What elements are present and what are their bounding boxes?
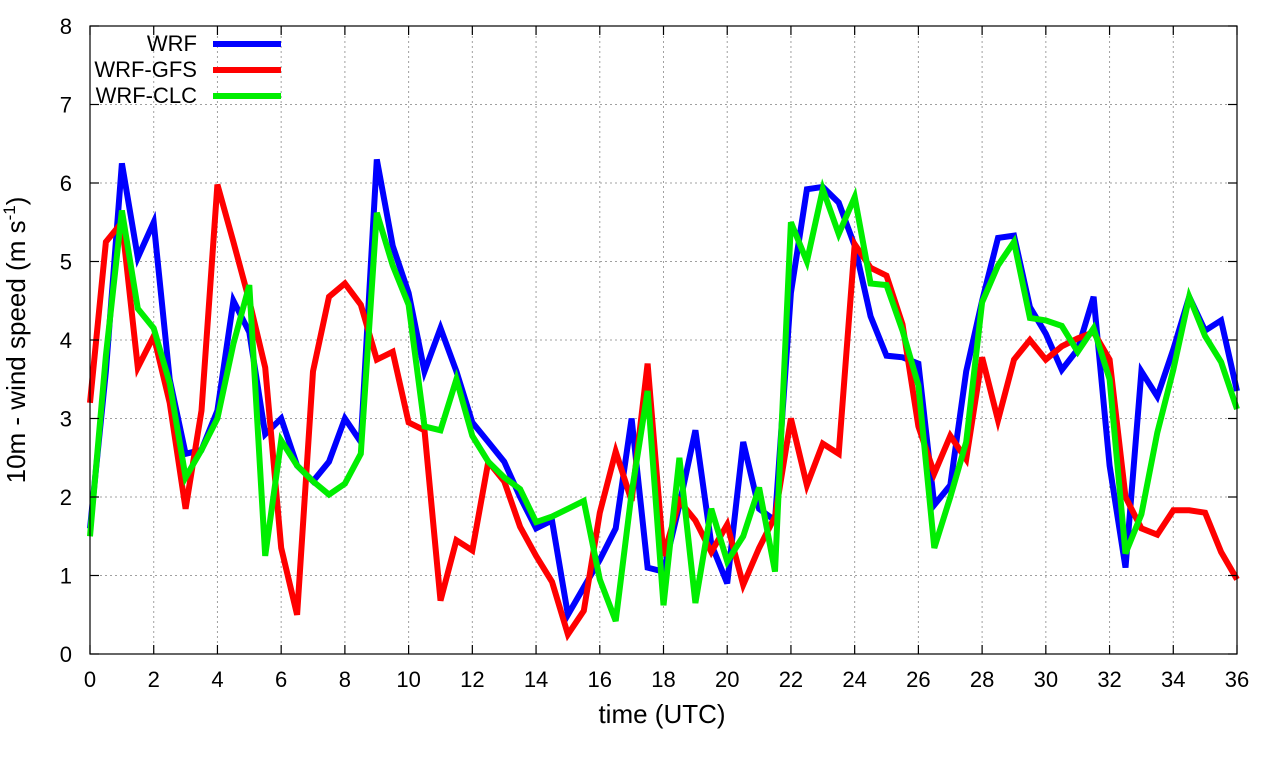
x-tick-label: 14 — [524, 667, 548, 692]
x-tick-label: 16 — [588, 667, 612, 692]
y-tick-label: 8 — [60, 14, 72, 39]
y-tick-label: 3 — [60, 407, 72, 432]
y-axis-title: 10m - wind speed (m s-1) — [0, 197, 31, 484]
x-tick-labels: 0 2 4 6 8 10 12 14 16 18 20 22 24 26 28 30 32 34 36 — [84, 667, 1249, 692]
axis-ticks — [89, 25, 1238, 655]
y-axis-title-superscript: -1 — [0, 205, 19, 220]
x-tick-label: 10 — [396, 667, 420, 692]
x-tick-label: 30 — [1034, 667, 1058, 692]
y-axis-title-close: ) — [1, 197, 31, 206]
series-lines — [87, 158, 1240, 642]
y-tick-labels: 0 1 2 3 4 5 6 7 8 — [60, 14, 72, 667]
x-tick-label: 22 — [779, 667, 803, 692]
x-tick-label: 12 — [460, 667, 484, 692]
x-tick-label: 4 — [211, 667, 223, 692]
y-tick-label: 5 — [60, 250, 72, 275]
y-axis-title-main: 10m - wind speed (m s — [1, 220, 31, 483]
legend-label-wrf-gfs: WRF-GFS — [94, 57, 197, 82]
y-tick-label: 0 — [60, 642, 72, 667]
legend-label-wrf-clc: WRF-CLC — [96, 83, 198, 108]
series-line-wrf-gfs — [87, 183, 1240, 642]
x-tick-label: 18 — [651, 667, 675, 692]
y-tick-label: 1 — [60, 564, 72, 589]
series-line-wrf-clc — [87, 178, 1240, 623]
x-axis-title: time (UTC) — [598, 699, 725, 729]
x-tick-label: 26 — [906, 667, 930, 692]
x-tick-label: 0 — [84, 667, 96, 692]
x-tick-label: 36 — [1225, 667, 1249, 692]
x-tick-label: 28 — [970, 667, 994, 692]
x-tick-label: 20 — [715, 667, 739, 692]
legend-label-wrf: WRF — [147, 31, 197, 56]
y-tick-label: 6 — [60, 171, 72, 196]
x-tick-label: 8 — [339, 667, 351, 692]
x-tick-label: 32 — [1097, 667, 1121, 692]
x-tick-label: 6 — [275, 667, 287, 692]
x-tick-label: 24 — [842, 667, 866, 692]
y-tick-label: 4 — [60, 328, 72, 353]
x-tick-label: 34 — [1161, 667, 1185, 692]
y-tick-label: 2 — [60, 485, 72, 510]
x-tick-label: 2 — [148, 667, 160, 692]
y-tick-label: 7 — [60, 93, 72, 118]
